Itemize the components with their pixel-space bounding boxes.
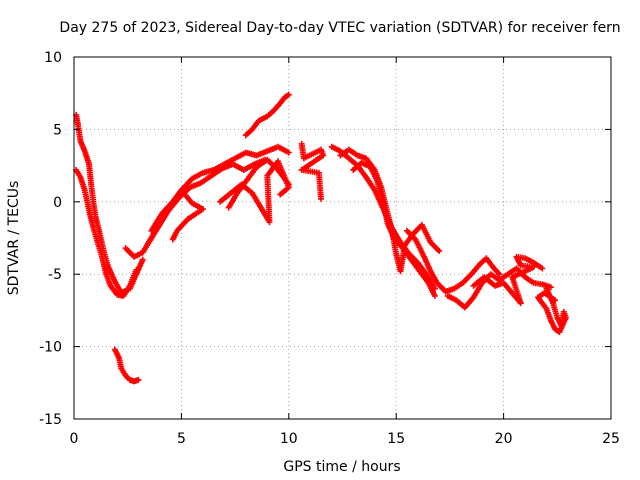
data-point [436,248,443,255]
data-point [318,195,325,202]
data-points [73,91,569,385]
data-point [431,292,438,299]
series-track-a [73,111,146,297]
data-point [285,181,292,188]
series-track-b [73,166,140,299]
data-point [169,236,176,243]
x-tick-label: 0 [70,431,79,447]
data-point [496,271,503,278]
series-isolated-low [111,346,142,385]
series-track-k [350,159,438,299]
data-point [133,266,140,273]
data-point [539,265,546,272]
series-track-f [217,158,292,226]
y-axis-label: SDTVAR / TECUs [6,181,22,296]
data-point [277,191,284,198]
y-tick-label: -5 [48,267,62,283]
data-point [285,149,292,156]
series-track-n [470,253,546,307]
x-tick-label: 10 [280,431,298,447]
x-tick-label: 20 [495,431,513,447]
series-isolated-mid [298,140,327,202]
data-point [135,376,142,383]
x-tick-label: 15 [387,431,405,447]
y-tick-label: 5 [53,122,62,138]
tick-labels: 0 5 10 15 20 25 -15 -10 -5 0 5 10 [39,50,620,447]
plot-frame [73,56,612,420]
data-point [552,297,559,304]
y-tick-label: -15 [39,412,62,428]
series-track-l [403,227,503,295]
series-track-h [242,91,292,139]
grid-lines [74,57,611,419]
series-track-e [148,187,206,243]
data-point [547,284,554,291]
series-track-o [534,285,569,336]
data-point [139,256,146,263]
series-track-j [337,146,443,275]
chart-title: Day 275 of 2023, Sidereal Day-to-day VTE… [59,20,620,36]
y-tick-label: 0 [53,195,62,211]
x-tick-label: 5 [177,431,186,447]
x-axis-label: GPS time / hours [283,459,400,475]
axis-ticks [73,56,612,420]
y-tick-label: 10 [44,50,62,66]
data-point [285,91,292,98]
y-tick-label: -10 [39,340,62,356]
series-track-g [225,156,292,211]
x-tick-label: 25 [602,431,620,447]
series-track-d [144,156,269,249]
